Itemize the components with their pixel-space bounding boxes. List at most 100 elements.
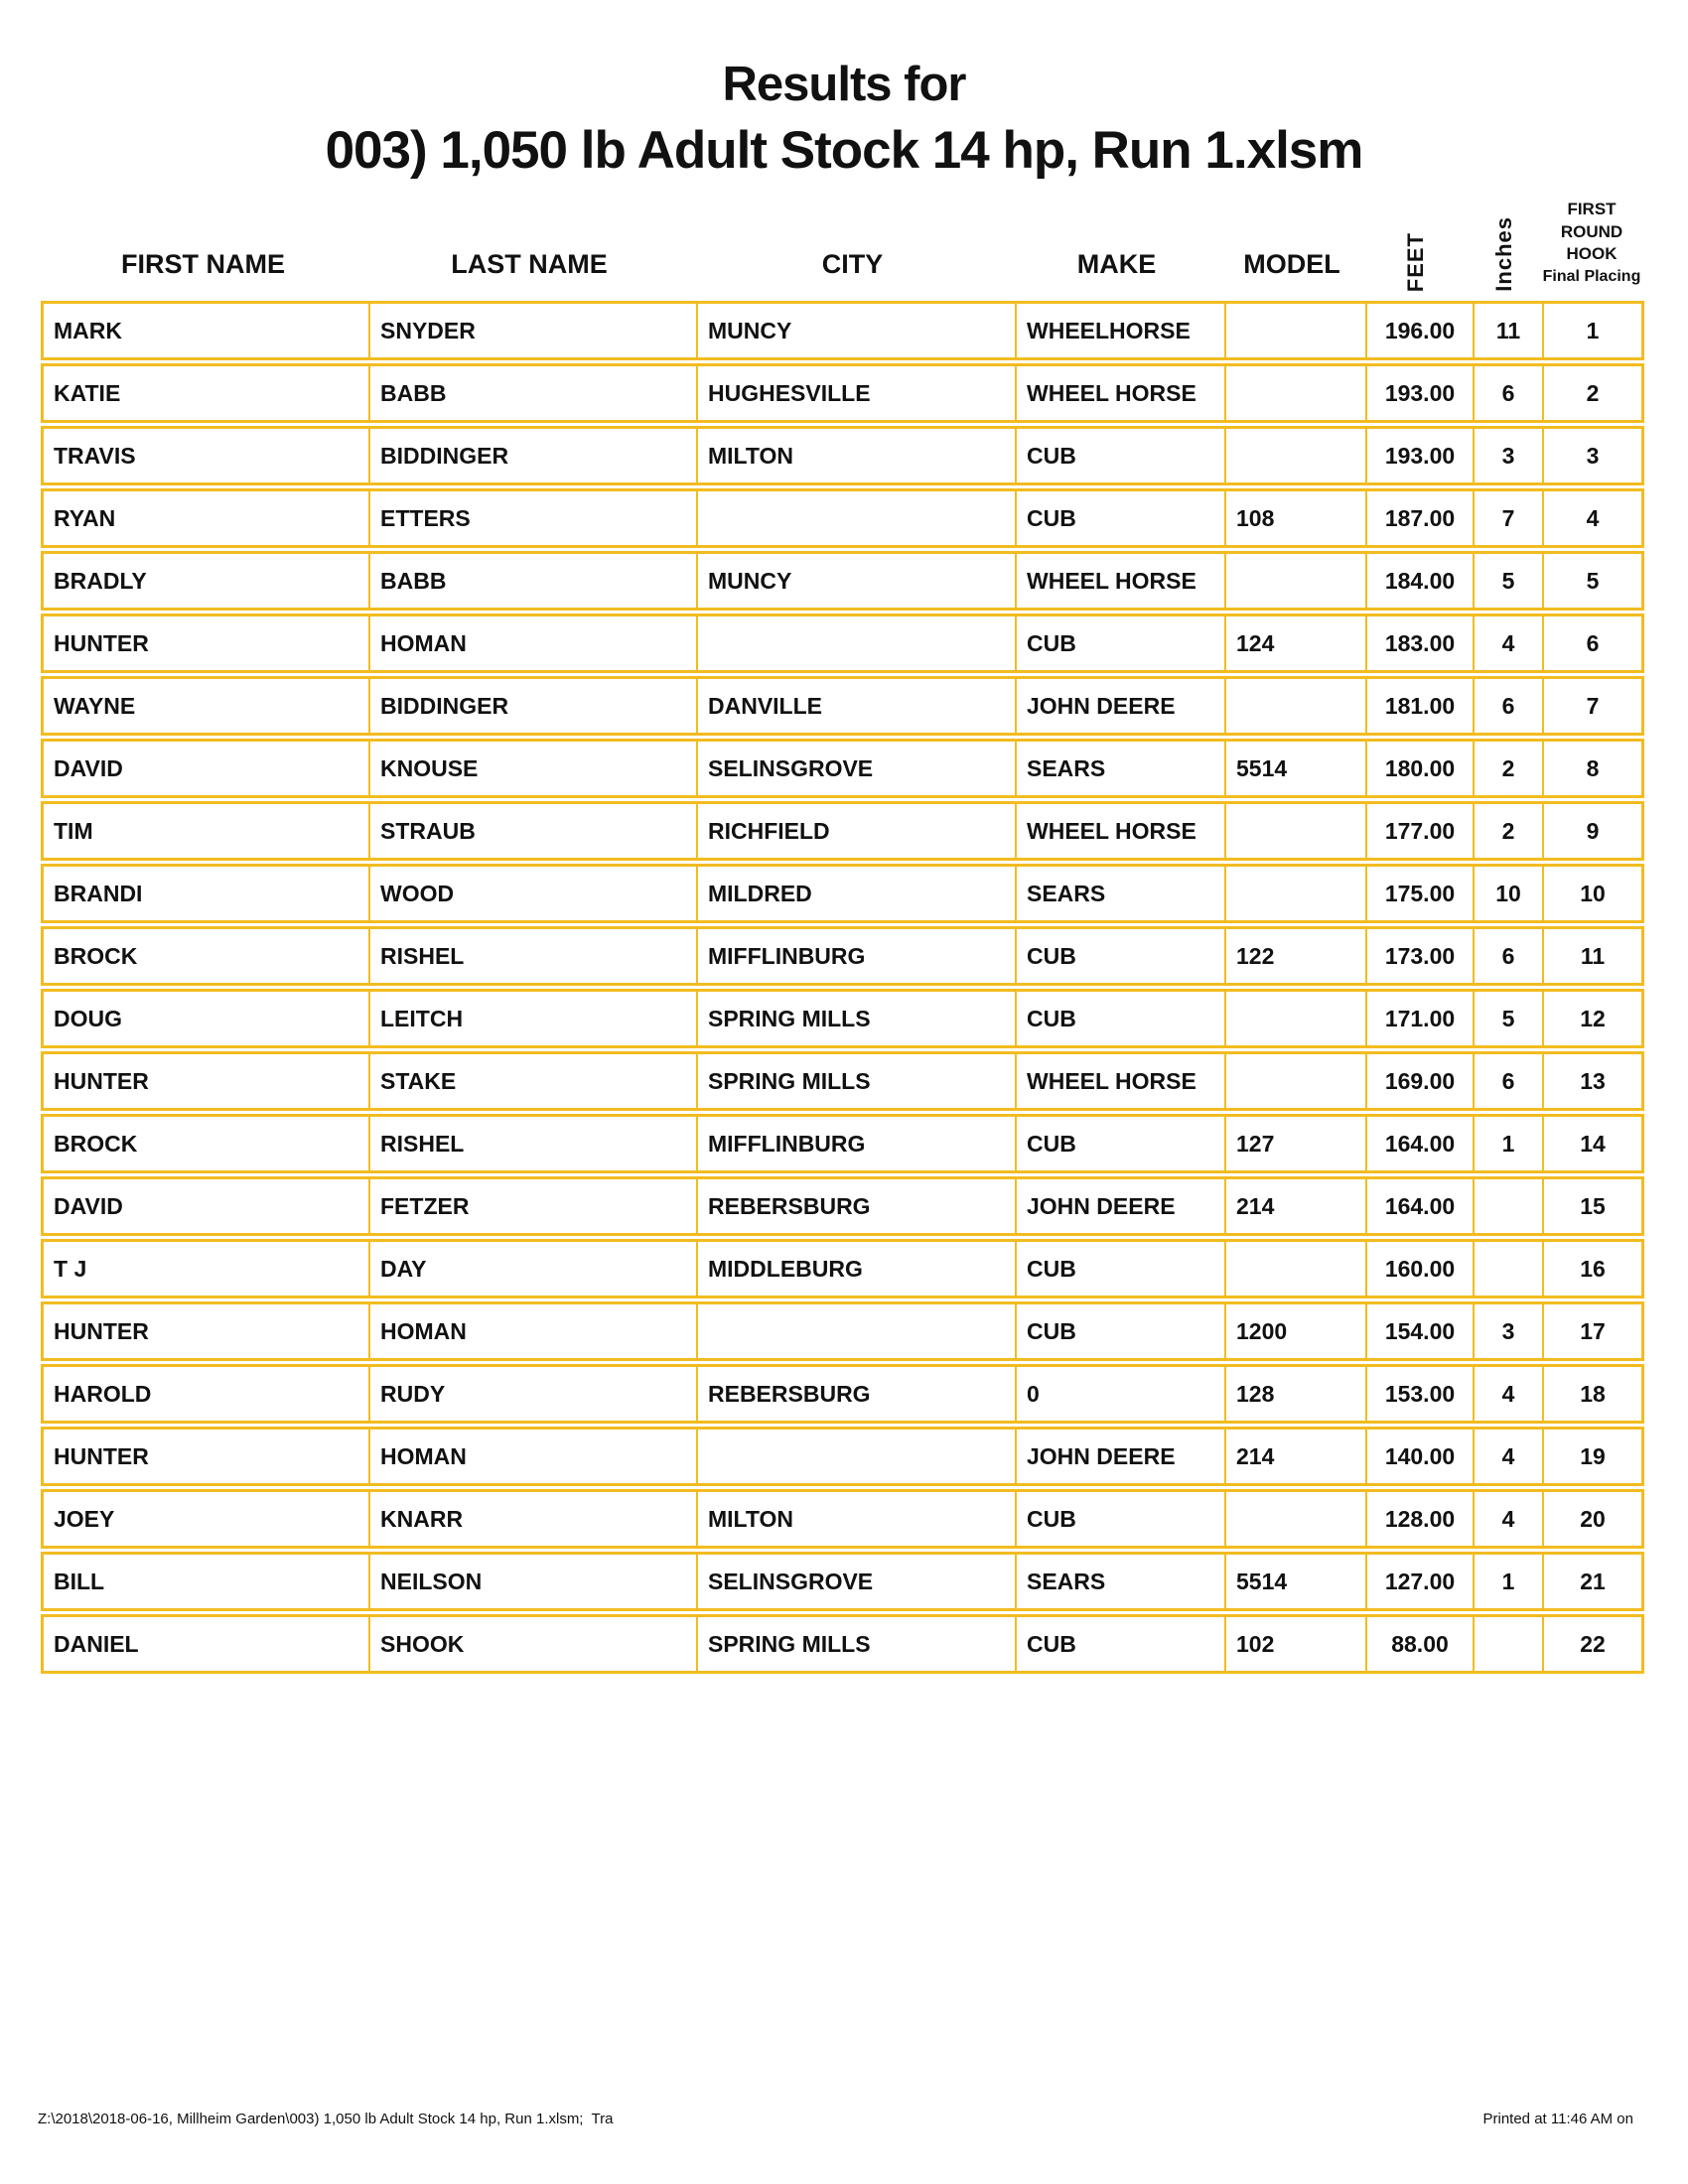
cell-feet: 88.00 [1365,1617,1473,1671]
cell-make: CUB [1015,616,1224,670]
cell-first_name: HUNTER [54,629,149,656]
cell-final_placing: 8 [1542,742,1641,795]
cell-model: 214 [1224,1430,1365,1483]
cell-feet: 183.00 [1365,616,1473,670]
cell-last_name: LEITCH [368,992,696,1045]
cell-city: DANVILLE [696,679,1015,733]
cell-city: SELINSGROVE [696,742,1015,795]
cell-inches: 4 [1473,1367,1542,1421]
cell-last_name: ETTERS [368,491,696,545]
first-round-label: FIRST ROUND [1560,199,1623,241]
cell-city: MILTON [696,1492,1015,1546]
cell-city [696,1430,1015,1483]
cell-final_placing: 18 [1542,1367,1641,1421]
cell-first_name: BILL [54,1568,105,1594]
cell-first_name: HUNTER [54,1067,149,1094]
cell-make: CUB [1015,929,1224,983]
table-row: BRADLY BABB MUNCY WHEEL HORSE 184.00 5 5 [41,551,1644,611]
cell-make: CUB [1015,429,1224,482]
page-subtitle: 003) 1,050 lb Adult Stock 14 hp, Run 1.x… [325,121,1364,180]
cell-final_placing: 5 [1542,554,1641,608]
cell-inches [1473,1242,1542,1296]
table-row: HUNTER STAKE SPRING MILLS WHEEL HORSE 169.00… [41,1051,1644,1111]
cell-final_placing: 11 [1542,929,1641,983]
cell-final_placing: 3 [1542,429,1641,482]
cell-feet: 160.00 [1365,1242,1473,1296]
cell-inches [1473,1179,1542,1233]
cell-make: WHEELHORSE [1015,304,1224,357]
cell-inches: 7 [1473,491,1542,545]
cell-make: 0 [1015,1367,1224,1421]
cell-feet: 154.00 [1365,1304,1473,1358]
cell-feet: 181.00 [1365,679,1473,733]
cell-first_name: RYAN [54,504,116,531]
table-row: HUNTER HOMAN JOHN DEERE 214 140.00 4 19 [41,1427,1644,1486]
cell-last_name: HOMAN [368,616,696,670]
cell-last_name: BABB [368,366,696,420]
table-row: HAROLD RUDY REBERSBURG 0 128 153.00 4 18 [41,1364,1644,1424]
cell-final_placing: 15 [1542,1179,1641,1233]
cell-make: SEARS [1015,742,1224,795]
cell-inches: 6 [1473,679,1542,733]
cell-model: 108 [1224,491,1365,545]
cell-inches: 3 [1473,1304,1542,1358]
table-row: DAVID KNOUSE SELINSGROVE SEARS 5514 180.00 2 8 [41,739,1644,798]
cell-inches: 3 [1473,429,1542,482]
cell-model [1224,1242,1365,1296]
cell-final_placing: 6 [1542,616,1641,670]
cell-last_name: WOOD [368,867,696,920]
cell-final_placing: 13 [1542,1054,1641,1108]
table-row: DANIEL SHOOK SPRING MILLS CUB 102 88.00 22 [41,1614,1644,1674]
cell-inches: 4 [1473,1492,1542,1546]
cell-make: CUB [1015,1242,1224,1296]
cell-model: 1200 [1224,1304,1365,1358]
cell-city: HUGHESVILLE [696,366,1015,420]
col-header-make: MAKE [1076,249,1157,279]
cell-first_name: HUNTER [54,1317,149,1344]
cell-feet: 140.00 [1365,1430,1473,1483]
cell-last_name: HOMAN [368,1430,696,1483]
col-header-inches: Inches [1470,195,1539,296]
cell-first_name: BROCK [54,942,138,969]
cell-feet: 177.00 [1365,804,1473,858]
cell-last_name: RUDY [368,1367,696,1421]
col-header-inches-label: Inches [1491,216,1516,292]
cell-city [696,1304,1015,1358]
cell-first_name: MARK [54,317,122,343]
cell-city: MUNCY [696,304,1015,357]
table-row: MARK SNYDER MUNCY WHEELHORSE 196.00 11 1 [41,301,1644,360]
cell-city: REBERSBURG [696,1367,1015,1421]
cell-city: SPRING MILLS [696,1617,1015,1671]
cell-model [1224,992,1365,1045]
cell-make: SEARS [1015,867,1224,920]
cell-feet: 193.00 [1365,429,1473,482]
cell-make: WHEEL HORSE [1015,554,1224,608]
cell-make: CUB [1015,1492,1224,1546]
cell-last_name: BABB [368,554,696,608]
col-header-feet: FEET [1362,195,1470,296]
cell-last_name: HOMAN [368,1304,696,1358]
cell-first_name: DOUG [54,1005,122,1031]
cell-inches: 1 [1473,1555,1542,1608]
cell-city: SPRING MILLS [696,992,1015,1045]
table-row: HUNTER HOMAN CUB 1200 154.00 3 17 [41,1301,1644,1361]
cell-last_name: RISHEL [368,1117,696,1170]
cell-final_placing: 10 [1542,867,1641,920]
table-row: HUNTER HOMAN CUB 124 183.00 4 6 [41,614,1644,673]
cell-first_name: T J [54,1255,87,1282]
cell-inches: 10 [1473,867,1542,920]
cell-inches: 6 [1473,929,1542,983]
cell-make: JOHN DEERE [1015,679,1224,733]
cell-last_name: KNARR [368,1492,696,1546]
cell-last_name: DAY [368,1242,696,1296]
cell-model [1224,679,1365,733]
cell-city: SPRING MILLS [696,1054,1015,1108]
cell-make: CUB [1015,992,1224,1045]
table-row: KATIE BABB HUGHESVILLE WHEEL HORSE 193.00 6 2 [41,363,1644,423]
cell-inches: 6 [1473,366,1542,420]
cell-feet: 164.00 [1365,1117,1473,1170]
cell-make: WHEEL HORSE [1015,1054,1224,1108]
col-header-city: CITY [821,249,884,279]
cell-last_name: FETZER [368,1179,696,1233]
